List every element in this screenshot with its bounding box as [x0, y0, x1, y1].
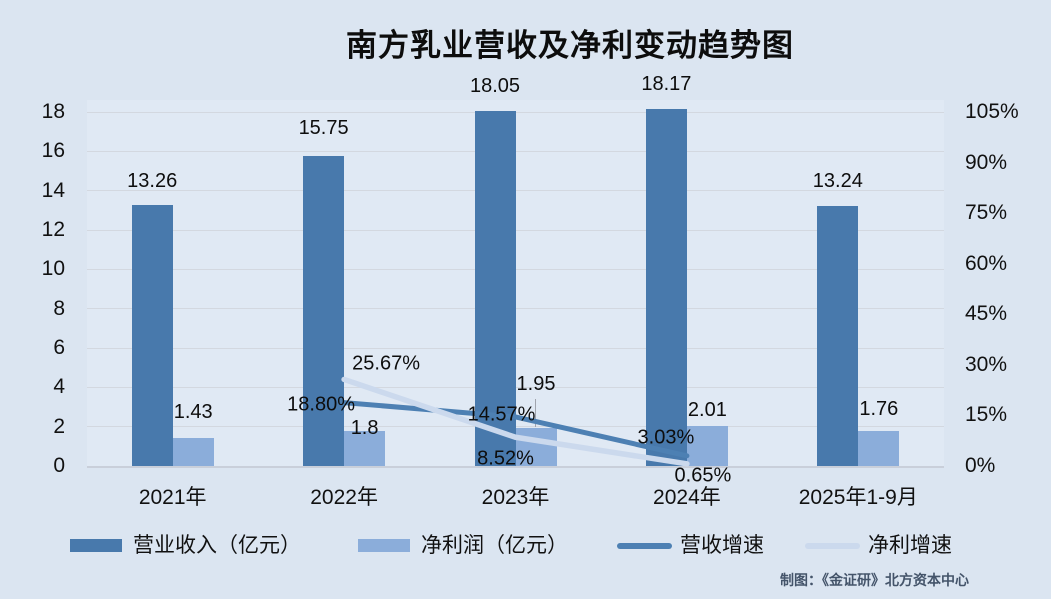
bar-value-label: 18.17	[641, 72, 692, 95]
bar-value-label: 18.05	[469, 75, 521, 98]
line-point-label: 3.03%	[637, 426, 695, 449]
profit-growth-line	[341, 376, 690, 467]
right-axis-tick-label: 75%	[965, 201, 1008, 225]
chart-title: 南方乳业营收及净利变动趋势图	[346, 28, 794, 63]
bar-value-label: 1.43	[173, 400, 213, 423]
category-label: 2021年	[138, 486, 207, 509]
bar-value-label: 1.95	[516, 372, 556, 395]
legend-swatch-icon	[70, 539, 122, 552]
line-point-label: 0.65%	[674, 464, 732, 487]
category-label: 2022年	[310, 486, 378, 509]
legend-line-icon	[617, 543, 672, 549]
gridline	[87, 190, 944, 192]
revenue-bar	[303, 156, 345, 466]
line-point-label: 18.80%	[287, 393, 356, 416]
legend-label: 净利增速	[868, 534, 952, 557]
bar-value-label: 2.01	[687, 399, 727, 422]
right-axis-tick-label: 15%	[965, 403, 1008, 427]
revenue-bar	[131, 205, 173, 466]
right-axis-tick-label: 90%	[965, 150, 1008, 174]
left-axis-tick-label: 16	[41, 139, 65, 163]
legend-label: 净利润（亿元）	[421, 534, 568, 557]
bar-value-label: 1.8	[350, 416, 379, 439]
label-leader-line	[535, 398, 536, 427]
source-caption: 制图：《金证研》北方资本中心	[780, 572, 969, 588]
gridline	[87, 308, 944, 310]
left-axis-tick-label: 12	[41, 218, 65, 241]
bar-value-label: 15.75	[298, 117, 349, 140]
legend-label: 营收增速	[680, 534, 764, 557]
left-axis-tick-label: 6	[53, 336, 65, 359]
category-label: 2024年	[653, 486, 721, 509]
gridline	[87, 347, 944, 349]
plot-area	[87, 100, 944, 466]
gridline	[87, 386, 944, 388]
revenue-bar	[474, 111, 516, 466]
revenue-bar	[817, 205, 859, 466]
revenue-growth-line	[341, 400, 690, 459]
right-axis-tick-label: 105%	[965, 100, 1019, 123]
profit-bar	[686, 426, 728, 466]
left-axis-tick-label: 0	[53, 454, 65, 477]
left-axis-tick-label: 8	[53, 296, 65, 320]
category-label: 2025年1-9月	[798, 486, 918, 509]
gridline	[87, 229, 944, 231]
right-axis-tick-label: 30%	[965, 352, 1008, 376]
bar-value-label: 13.26	[127, 170, 178, 193]
legend-line-icon	[805, 543, 860, 549]
line-point-label: 25.67%	[352, 352, 421, 375]
left-axis-tick-label: 10	[41, 257, 65, 281]
gridline	[87, 268, 944, 270]
x-axis-line	[87, 466, 944, 468]
gridline	[87, 150, 944, 152]
profit-bar	[858, 431, 900, 466]
line-point-label: 14.57%	[467, 403, 536, 426]
profit-bar	[172, 437, 214, 466]
left-axis-tick-label: 14	[41, 178, 65, 202]
left-axis-tick-label: 18	[41, 100, 65, 123]
legend-label: 营业收入（亿元）	[133, 534, 301, 557]
left-axis-tick-label: 2	[53, 414, 65, 438]
gridline	[87, 426, 944, 428]
revenue-bar	[645, 108, 687, 466]
legend-swatch-icon	[358, 539, 410, 552]
profit-bar	[515, 427, 557, 466]
bar-value-label: 1.76	[859, 398, 899, 421]
category-label: 2023年	[481, 486, 550, 509]
right-axis-tick-label: 0%	[965, 454, 996, 477]
bar-value-label: 13.24	[812, 169, 863, 192]
line-point-label: 8.52%	[477, 447, 534, 470]
left-axis-tick-label: 4	[53, 375, 65, 399]
right-axis-tick-label: 60%	[965, 251, 1008, 275]
gridline	[87, 111, 944, 113]
profit-bar	[344, 430, 386, 466]
right-axis-tick-label: 45%	[965, 302, 1008, 326]
